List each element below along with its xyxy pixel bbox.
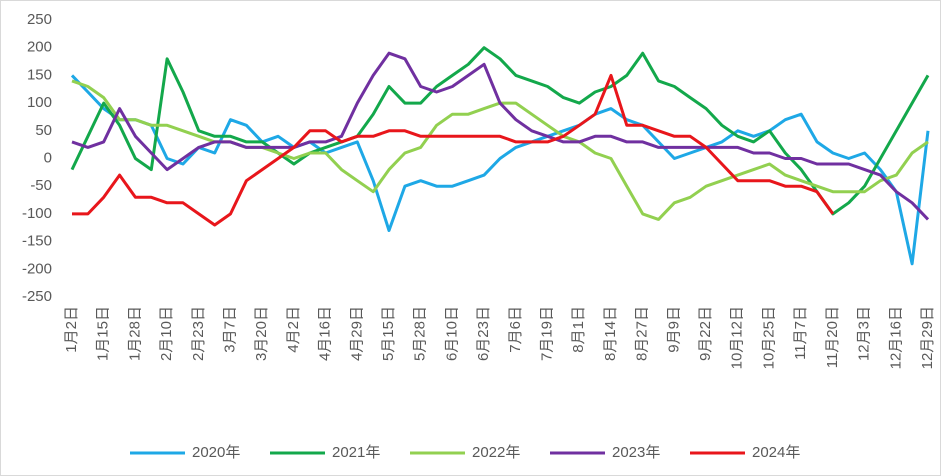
x-tick-label: 3月20日 xyxy=(253,306,270,361)
y-tick-label: 50 xyxy=(35,122,52,139)
y-tick-label: 100 xyxy=(27,94,52,111)
y-tick-label: -100 xyxy=(22,205,52,222)
x-tick-label: 10月25日 xyxy=(760,306,777,369)
y-tick-label: -50 xyxy=(30,177,52,194)
y-tick-label: 250 xyxy=(27,11,52,28)
x-tick-label: 3月7日 xyxy=(221,306,238,353)
x-tick-label: 11月20日 xyxy=(824,306,841,368)
series-line xyxy=(70,46,930,216)
series-line xyxy=(70,74,930,266)
x-tick-label: 8月14日 xyxy=(602,306,619,361)
y-tick-label: -150 xyxy=(22,233,52,250)
legend-label: 2024年 xyxy=(752,444,800,461)
series-line xyxy=(72,73,835,227)
x-tick-label: 4月16日 xyxy=(317,306,334,361)
y-tick-label: 0 xyxy=(44,149,52,166)
x-tick-label: 7月19日 xyxy=(539,306,556,361)
x-tick-label: 12月16日 xyxy=(887,306,904,369)
x-tick-label: 9月22日 xyxy=(697,306,714,361)
x-tick-label: 4月2日 xyxy=(285,306,302,353)
y-tick-label: 200 xyxy=(27,39,52,56)
x-tick-label: 6月23日 xyxy=(475,306,492,361)
y-tick-label: -200 xyxy=(22,260,52,277)
x-tick-label: 9月9日 xyxy=(665,306,682,353)
x-tick-label: 6月10日 xyxy=(443,306,460,361)
x-tick-label: 10月12日 xyxy=(729,306,746,369)
x-tick-label: 1月15日 xyxy=(95,306,112,361)
legend-label: 2020年 xyxy=(192,444,240,461)
x-tick-label: 1月28日 xyxy=(126,306,143,361)
x-tick-label: 8月1日 xyxy=(570,306,587,353)
x-tick-label: 12月3日 xyxy=(856,306,873,361)
legend-label: 2023年 xyxy=(612,444,660,461)
legend-label: 2021年 xyxy=(332,444,380,461)
y-tick-label: -250 xyxy=(22,288,52,305)
y-tick-label: 150 xyxy=(27,66,52,83)
x-tick-label: 4月29日 xyxy=(348,306,365,361)
x-tick-label: 2月23日 xyxy=(190,306,207,361)
x-tick-label: 5月15日 xyxy=(380,306,397,361)
x-tick-label: 1月2日 xyxy=(63,306,80,353)
legend-label: 2022年 xyxy=(472,444,520,461)
x-tick-label: 2月10日 xyxy=(158,306,175,361)
x-tick-label: 5月28日 xyxy=(412,306,429,361)
x-tick-label: 7月6日 xyxy=(507,306,524,353)
x-tick-label: 12月29日 xyxy=(919,306,936,369)
x-tick-label: 8月27日 xyxy=(634,306,651,361)
x-tick-label: 11月7日 xyxy=(792,306,809,360)
series-line xyxy=(71,51,930,221)
